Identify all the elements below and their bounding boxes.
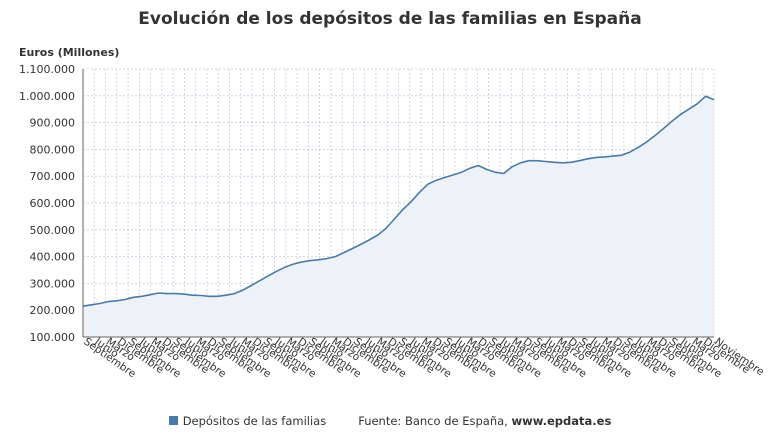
y-tick-label: 100.000	[30, 331, 76, 344]
source-site: www.epdata.es	[511, 414, 612, 428]
chart-title: Evolución de los depósitos de las famili…	[138, 9, 642, 29]
y-tick-label: 400.000	[30, 251, 76, 264]
series-area	[82, 95, 715, 337]
y-tick-label: 500.000	[30, 224, 76, 237]
legend: Depósitos de las familias Fuente: Banco d…	[0, 414, 780, 428]
series-line	[82, 95, 715, 307]
y-axis-label: Euros (Millones)	[19, 46, 119, 59]
axes	[82, 69, 714, 338]
y-tick-label: 1.100.000	[19, 63, 75, 76]
y-tick-label: 600.000	[30, 197, 76, 210]
y-tick-label: 1.000.000	[19, 90, 75, 103]
source-label: Fuente: Banco de España,	[358, 414, 512, 428]
y-tick-label: 800.000	[30, 143, 76, 156]
legend-series-label: Depósitos de las familias	[182, 414, 327, 428]
series-fill	[83, 96, 714, 337]
y-tick-label: 700.000	[30, 170, 76, 183]
legend-swatch	[168, 416, 178, 425]
y-tick-label: 300.000	[30, 277, 76, 290]
y-tick-label: 200.000	[30, 304, 76, 317]
y-tick-label: 900.000	[30, 117, 76, 130]
x-tick-labels: SeptiembreJunioMarzoDiciembreSeptiembreJ…	[81, 335, 766, 380]
y-tick-labels: 100.000 200.000 300.000 400.000 500.000 600.0…	[19, 63, 75, 344]
